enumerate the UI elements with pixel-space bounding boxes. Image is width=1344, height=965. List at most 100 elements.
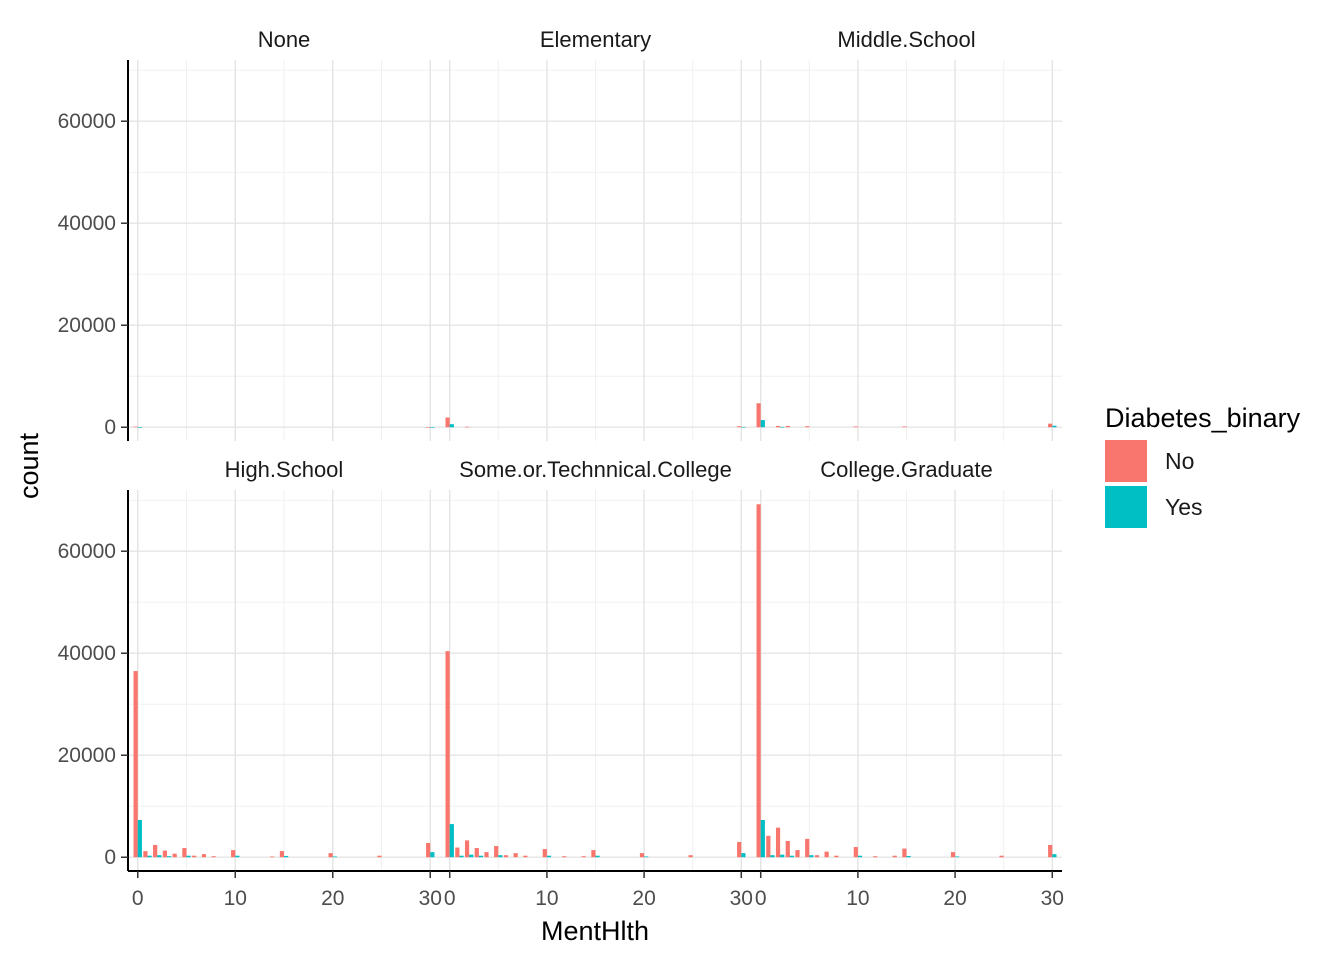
y-tick-label: 60000: [58, 110, 116, 133]
bar-high-school-no-5: [182, 848, 187, 858]
bar-high-school-no-20: [328, 853, 333, 858]
bar-high-school-no-14: [270, 856, 275, 858]
y-axis-title: count: [14, 432, 44, 499]
bar-college-graduate-no-3: [785, 840, 790, 858]
bar-some-or-technnical-college-no-7: [513, 853, 518, 858]
bar-college-graduate-yes-5: [809, 855, 814, 858]
x-tick-label: 10: [846, 887, 869, 910]
bar-some-or-technnical-college-no-3: [474, 848, 479, 858]
bar-elementary-no-2: [464, 426, 470, 428]
legend-label-no: No: [1165, 447, 1195, 474]
bar-high-school-no-2: [153, 844, 158, 858]
bar-high-school-no-10: [231, 850, 236, 858]
x-tick-label: 20: [943, 887, 966, 910]
bar-some-or-technnical-college-no-12: [562, 856, 567, 858]
bar-high-school-yes-20: [332, 856, 337, 858]
y-tick-label: 0: [104, 846, 116, 869]
facet-label-elementary: Elementary: [540, 27, 651, 52]
bar-some-or-technnical-college-no-10: [542, 849, 547, 858]
facet-label-none: None: [258, 27, 311, 52]
legend-item-no: No: [1105, 438, 1335, 484]
y-tick-label: 20000: [58, 744, 116, 767]
bar-some-or-technnical-college-no-6: [503, 855, 509, 858]
bar-some-or-technnical-college-yes-20: [644, 856, 649, 858]
bar-college-graduate-no-0: [756, 504, 761, 858]
bar-college-graduate-no-7: [824, 851, 829, 858]
x-axis-title: MentHlth: [541, 916, 649, 946]
x-tick-label: 20: [632, 887, 655, 910]
bar-high-school-no-15: [279, 851, 284, 858]
bar-some-or-technnical-college-no-25: [688, 855, 693, 858]
bar-high-school-yes-2: [157, 855, 162, 858]
bar-middle-school-yes-2: [780, 426, 785, 428]
bar-college-graduate-no-10: [853, 847, 858, 858]
y-tick-label: 40000: [58, 212, 116, 235]
bar-college-graduate-no-30: [1048, 844, 1053, 858]
bar-some-or-technnical-college-yes-0: [449, 824, 454, 858]
bar-college-graduate-no-4: [795, 850, 800, 858]
bar-high-school-no-25: [377, 855, 382, 858]
bar-college-graduate-yes-1: [770, 855, 775, 858]
x-tick-label: 10: [224, 887, 247, 910]
legend-label-yes: Yes: [1165, 493, 1203, 520]
x-tick-label: 0: [444, 887, 456, 910]
bar-high-school-yes-5: [186, 855, 191, 858]
bar-high-school-no-6: [192, 855, 197, 858]
bar-college-graduate-no-25: [999, 855, 1004, 858]
bar-high-school-no-7: [201, 854, 206, 858]
bar-some-or-technnical-college-no-8: [523, 855, 528, 858]
bar-some-or-technnical-college-yes-30: [741, 853, 746, 858]
x-tick-label: 30: [1041, 887, 1064, 910]
bar-college-graduate-yes-3: [789, 855, 795, 858]
legend-title: Diabetes_binary: [1105, 403, 1301, 433]
bar-college-graduate-yes-10: [857, 855, 863, 858]
y-tick-label: 20000: [58, 314, 116, 337]
bar-college-graduate-no-14: [892, 855, 897, 858]
bar-high-school-no-0: [133, 671, 138, 858]
bar-high-school-yes-3: [167, 856, 172, 858]
bar-high-school-no-1: [143, 851, 148, 858]
bar-some-or-technnical-college-no-5: [494, 846, 499, 858]
x-tick-label: 10: [535, 887, 558, 910]
bar-middle-school-no-10: [853, 426, 858, 428]
bar-college-graduate-no-2: [775, 827, 781, 858]
bar-high-school-yes-10: [235, 855, 240, 858]
bar-college-graduate-yes-15: [906, 855, 911, 858]
bar-some-or-technnical-college-yes-15: [595, 855, 600, 858]
bar-college-graduate-no-1: [766, 835, 771, 858]
bar-some-or-technnical-college-yes-2: [469, 854, 474, 858]
bar-elementary-no-30: [737, 426, 742, 428]
bar-college-graduate-yes-30: [1052, 854, 1057, 858]
bar-college-graduate-no-20: [950, 852, 956, 858]
legend-key-yes: [1105, 486, 1147, 528]
bar-none-yes-0: [137, 427, 142, 428]
bar-high-school-yes-1: [147, 855, 152, 858]
bar-middle-school-no-30: [1048, 423, 1053, 428]
bar-middle-school-no-0: [756, 403, 761, 428]
bar-none-no-30: [426, 427, 431, 428]
x-tick-label: 30: [730, 887, 753, 910]
bar-college-graduate-no-15: [902, 848, 907, 858]
legend: Diabetes_binary No Yes: [1105, 398, 1335, 530]
bar-some-or-technnical-college-no-4: [484, 852, 489, 858]
bar-high-school-yes-30: [430, 852, 435, 858]
bar-some-or-technnical-college-no-14: [581, 856, 586, 858]
bar-some-or-technnical-college-no-0: [445, 651, 450, 858]
bar-college-graduate-yes-0: [760, 819, 765, 858]
bar-some-or-technnical-college-no-1: [455, 847, 460, 858]
bar-high-school-no-30: [426, 842, 431, 858]
bar-middle-school-no-3: [785, 425, 790, 428]
facet-label-some-or-technnical-college: Some.or.Technnical.College: [459, 457, 732, 482]
bar-college-graduate-no-12: [873, 856, 878, 858]
bar-middle-school-no-5: [805, 426, 810, 428]
y-tick-label: 0: [104, 416, 116, 439]
x-tick-label: 20: [321, 887, 344, 910]
bar-some-or-technnical-college-yes-10: [546, 855, 552, 858]
bar-college-graduate-no-8: [834, 855, 839, 858]
bar-high-school-no-4: [172, 853, 177, 858]
bar-some-or-technnical-college-no-30: [737, 841, 742, 858]
bar-college-graduate-no-6: [814, 855, 820, 858]
bar-college-graduate-yes-20: [955, 856, 960, 858]
facet-label-high-school: High.School: [225, 457, 344, 482]
